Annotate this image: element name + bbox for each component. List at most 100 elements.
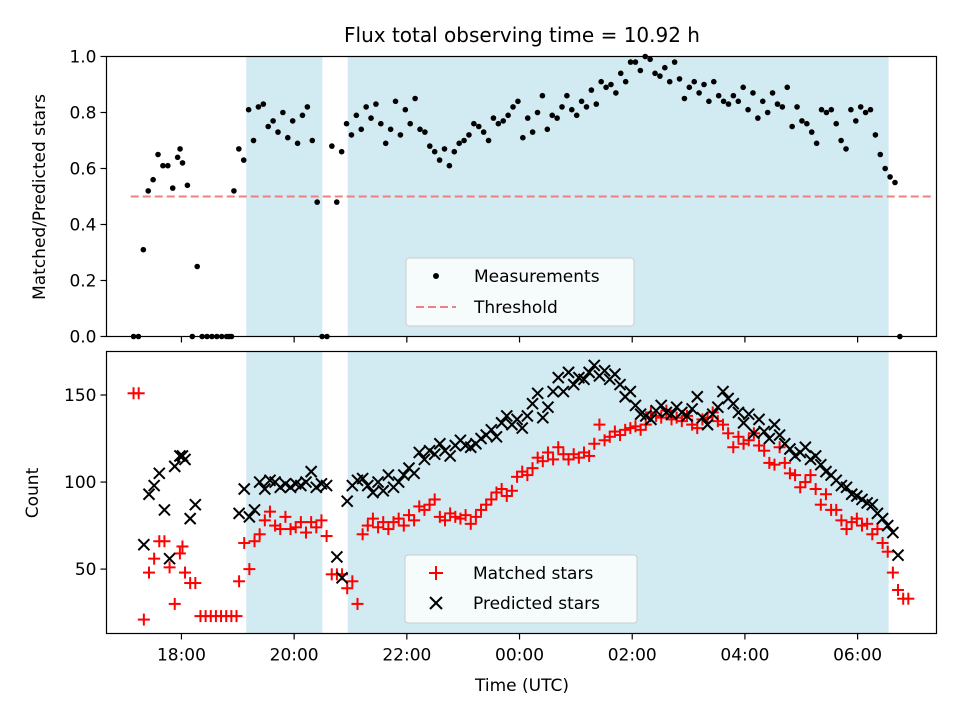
measurement-point: [764, 109, 771, 116]
predicted-star-point: [706, 407, 719, 421]
cross-b: [634, 407, 647, 421]
measurement-point: [877, 151, 884, 158]
predicted-star-point: [624, 385, 637, 398]
x-tick-label: 06:00: [833, 646, 882, 666]
measurement-point: [666, 78, 673, 85]
matched-star-point: [624, 422, 637, 435]
top-y-tick-label: 0.2: [69, 272, 96, 292]
cross-b: [572, 371, 586, 384]
measurement-point: [485, 137, 492, 144]
predicted-star-point: [189, 498, 202, 511]
matched-star-point: [176, 540, 189, 553]
cross-b: [531, 387, 544, 400]
measurement-point: [730, 92, 737, 99]
measurement-point: [774, 101, 781, 107]
measurement-point: [578, 98, 585, 105]
measurement-point: [240, 157, 247, 163]
predicted-star-point: [510, 413, 524, 426]
measurement-point: [329, 143, 335, 149]
predicted-star-point: [629, 399, 642, 412]
predicted-star-point: [382, 468, 395, 482]
measurement-point: [348, 132, 355, 138]
cross-b: [304, 465, 318, 478]
measurement-point: [338, 148, 345, 155]
cross-b: [783, 442, 797, 456]
predicted-star-point: [243, 510, 256, 524]
measurement-point: [471, 120, 477, 127]
measurement-point: [808, 129, 815, 135]
cross-b: [168, 460, 181, 473]
matched-star-point: [377, 516, 390, 529]
cross-b: [727, 397, 740, 410]
matched-star-point: [778, 456, 791, 469]
cross-b: [178, 453, 192, 466]
measurement-point: [838, 137, 844, 144]
cross-b: [881, 519, 894, 532]
measurement-point: [441, 146, 448, 152]
measurement-point: [720, 98, 727, 105]
predicted-star-point: [428, 447, 441, 461]
predicted-star-point: [613, 378, 627, 391]
bottom-panel: 50 100 150 18:00 20:00 22:00 00:00 02:00 04:00 0…: [23, 350, 938, 696]
matched-star-point: [763, 456, 776, 469]
predicted-star-point: [711, 400, 725, 414]
predicted-star-point: [691, 390, 704, 403]
cross-b: [526, 397, 539, 410]
cross-b: [490, 430, 503, 444]
predicted-star-point: [536, 411, 550, 424]
cross-b: [860, 496, 874, 510]
cross-b: [232, 507, 246, 520]
matched-star-point: [233, 575, 246, 588]
predicted-star-point: [840, 481, 853, 494]
predicted-star-point: [168, 460, 181, 473]
measurement-point: [652, 70, 658, 77]
cross-b: [397, 468, 411, 482]
matched-star-point: [603, 430, 616, 443]
cross-b: [330, 550, 344, 564]
matched-star-point: [511, 470, 524, 483]
cross-b: [443, 449, 457, 463]
measurement-point: [378, 120, 384, 127]
cross-b: [737, 416, 750, 430]
matched-star-point: [804, 469, 817, 482]
matched-star-point: [392, 512, 405, 525]
measurement-point: [169, 185, 176, 191]
cross-b: [253, 475, 266, 489]
matched-star-point: [593, 418, 606, 431]
measurement-point: [436, 157, 443, 163]
matched-star-point: [274, 523, 287, 536]
predicted-star-point: [413, 446, 426, 459]
cross-b: [768, 418, 781, 431]
matched-star-point: [495, 483, 508, 496]
matched-star-point: [341, 582, 354, 595]
measurement-point: [402, 106, 409, 113]
measurement-point: [872, 132, 879, 138]
measurement-point: [539, 92, 546, 99]
predicted-star-point: [567, 378, 580, 391]
matched-star-point: [397, 519, 410, 532]
cross-b: [608, 367, 622, 381]
top-axes-frame: [105, 55, 938, 338]
matched-star-point: [418, 503, 431, 516]
cross-b: [147, 479, 161, 492]
measurement-point: [627, 59, 634, 65]
predicted-star-point: [248, 503, 261, 517]
matched-star-point: [892, 583, 905, 596]
matched-star-point: [279, 510, 292, 523]
measurement-point: [284, 134, 291, 141]
measurement-point: [813, 140, 820, 147]
predicted-star-point: [665, 407, 678, 421]
predicted-star-point: [773, 428, 786, 442]
matched-star-point: [855, 519, 868, 532]
matched-star-point: [361, 519, 374, 532]
predicted-star-point: [500, 409, 513, 423]
cross-b: [158, 503, 171, 517]
measurement-point: [382, 140, 389, 147]
measurement-point: [833, 120, 840, 127]
measurement-point: [715, 92, 722, 99]
predicted-star-point: [137, 538, 151, 551]
matched-star-point: [142, 566, 155, 579]
measurement-point: [289, 118, 296, 124]
measurement-point: [564, 92, 570, 99]
measurement-point: [857, 104, 864, 110]
